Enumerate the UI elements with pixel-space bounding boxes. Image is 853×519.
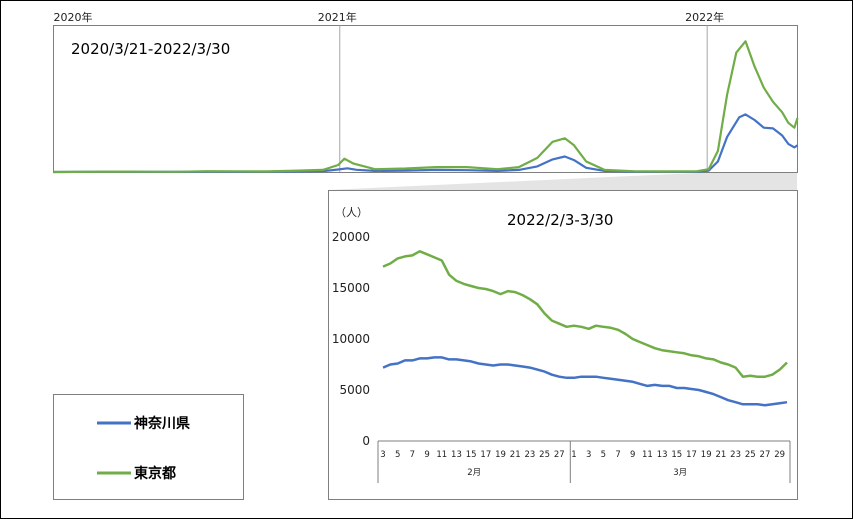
month-label: 3月: [673, 468, 687, 478]
x-tick-label: 9: [630, 450, 635, 460]
x-tick-label: 15: [671, 450, 682, 460]
legend: 神奈川県 東京都: [53, 394, 244, 500]
x-tick-label: 19: [701, 450, 712, 460]
x-tick-label: 11: [436, 450, 447, 460]
x-tick-label: 23: [730, 450, 741, 460]
x-tick-label: 27: [554, 450, 565, 460]
x-tick-label: 3: [586, 450, 591, 460]
x-tick-label: 5: [601, 450, 606, 460]
x-tick-label: 23: [524, 450, 535, 460]
x-tick-label: 13: [451, 450, 462, 460]
legend-box: [53, 394, 244, 500]
x-tick-label: 1: [571, 450, 576, 460]
x-tick-label: 25: [745, 450, 756, 460]
x-tick-label: 17: [686, 450, 697, 460]
x-tick-label: 15: [466, 450, 477, 460]
y-tick-label: 10000: [332, 332, 370, 346]
x-tick-label: 27: [760, 450, 771, 460]
zoom-chart-panel: [328, 190, 798, 500]
y-tick-label: 5000: [339, 383, 370, 397]
zoom-chart-unit: （人）: [335, 206, 368, 219]
x-tick-label: 19: [495, 450, 506, 460]
x-tick-label: 7: [615, 450, 620, 460]
x-tick-label: 5: [395, 450, 400, 460]
year-label: 2021年: [318, 10, 357, 24]
y-tick-label: 15000: [332, 281, 370, 295]
top-chart-plot-area: [53, 25, 798, 173]
zoom-series-line-tokyo: [382, 250, 788, 378]
y-tick-label: 20000: [332, 230, 370, 244]
legend-label-tokyo: 東京都: [134, 465, 176, 482]
x-tick-label: 25: [539, 450, 550, 460]
year-label: 2020年: [54, 10, 93, 24]
x-tick-label: 7: [410, 450, 415, 460]
x-tick-label: 17: [480, 450, 491, 460]
top-chart-title: 2020/3/21-2022/3/30: [71, 40, 230, 58]
x-tick-label: 21: [510, 450, 521, 460]
legend-label-kanagawa: 神奈川県: [134, 415, 190, 432]
year-label: 2022年: [685, 10, 724, 24]
x-tick-label: 21: [715, 450, 726, 460]
top-series-line-tokyo: [53, 40, 799, 174]
top-chart: 2020年 2021年 2022年 2020/3/21-2022/3/30: [53, 10, 799, 174]
zoom-callout: [328, 172, 797, 190]
x-tick-label: 29: [774, 450, 785, 460]
month-label: 2月: [467, 468, 481, 478]
y-tick-label: 0: [362, 434, 370, 448]
x-tick-label: 3: [380, 450, 385, 460]
x-tick-label: 13: [657, 450, 668, 460]
x-tick-label: 9: [424, 450, 429, 460]
zoom-series-line-kanagawa: [382, 356, 788, 407]
zoom-chart: （人） 2022/2/3-3/30 0 5000 10000 15000 20000 3…: [328, 190, 798, 500]
x-tick-label: 11: [642, 450, 653, 460]
zoom-chart-title: 2022/2/3-3/30: [507, 211, 613, 229]
